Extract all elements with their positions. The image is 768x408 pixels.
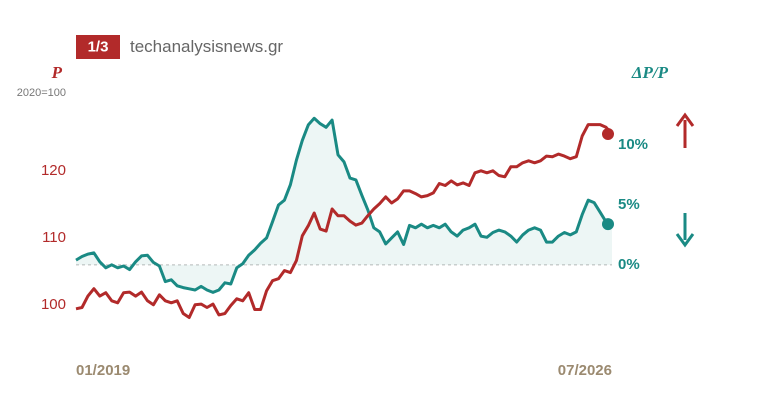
y-axis-label: P [51, 63, 63, 82]
y2-tick-label: 10% [618, 136, 648, 153]
x-tick-label: 07/2026 [558, 362, 612, 379]
y2-axis-label: ΔP/P [631, 63, 669, 82]
y-tick-label: 110 [42, 229, 66, 246]
down-arrow [675, 213, 695, 248]
line [75, 123, 614, 319]
x-tick-label: 01/2019 [76, 362, 130, 379]
badge-bg [76, 35, 120, 59]
y-axis-sublabel: 2020=100 [17, 87, 66, 99]
end-marker [602, 218, 614, 231]
y-tick-label: 120 [41, 162, 66, 179]
y2-tick-label: 5% [618, 196, 640, 213]
line [75, 116, 613, 294]
up-arrow [675, 112, 695, 148]
end-marker [602, 127, 614, 140]
area [76, 118, 612, 293]
y2-tick-label: 0% [618, 256, 640, 273]
site-name: techanalysisnews.gr [130, 37, 283, 56]
badge: 1/3 [88, 38, 109, 55]
plot [75, 116, 614, 319]
y-tick-label: 100 [41, 296, 66, 313]
